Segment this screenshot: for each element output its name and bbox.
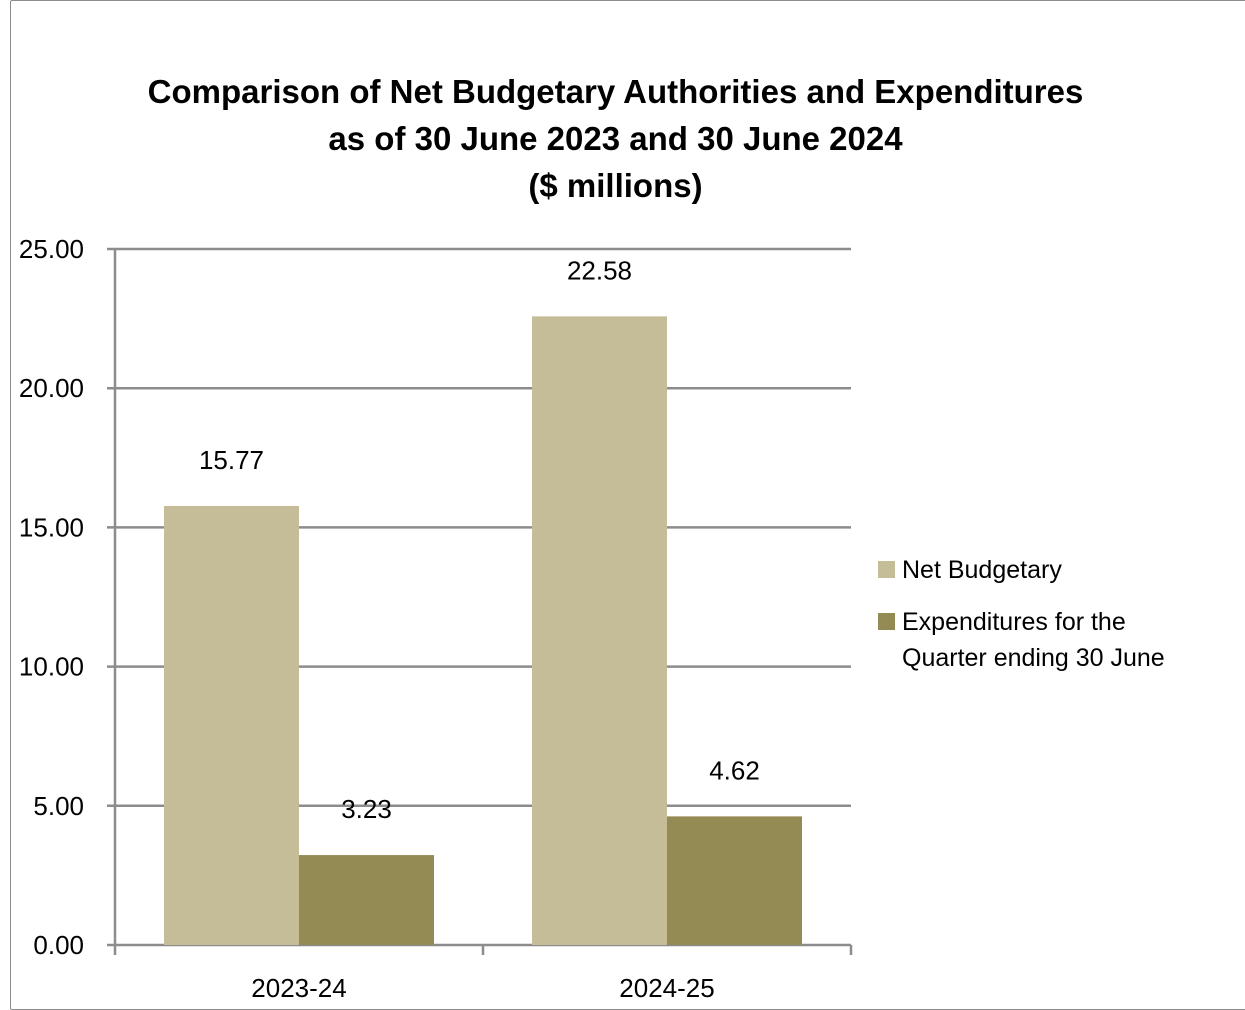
data-label-expenditures-2023-24: 3.23: [341, 794, 392, 824]
legend-item-net-budgetary: Net Budgetary: [878, 552, 1165, 588]
x-axis: 2023-24 2024-25: [113, 945, 853, 1003]
y-tick-label: 25.00: [19, 234, 84, 264]
bar-net-budgetary-2024-25: [532, 316, 667, 945]
y-tick-label: 10.00: [19, 652, 84, 682]
chart-title-line-2: as of 30 June 2023 and 30 June 2024: [328, 120, 903, 157]
legend-label-expenditures-line-1: Expenditures for the: [902, 608, 1126, 636]
legend-label-expenditures-line-2: Quarter ending 30 June: [902, 644, 1165, 672]
y-tick-label: 15.00: [19, 512, 84, 542]
y-axis-ticks: 0.00 5.00 10.00 15.00 20.00 25.00: [19, 234, 84, 960]
data-label-net-budgetary-2023-24: 15.77: [199, 445, 264, 475]
bar-expenditures-2023-24: [299, 855, 434, 945]
chart-title-line-1: Comparison of Net Budgetary Authorities …: [147, 73, 1084, 110]
bar-expenditures-2024-25: [667, 816, 802, 945]
y-tick-label: 20.00: [19, 373, 84, 403]
chart-title-line-3: ($ millions): [528, 167, 703, 204]
x-tick-label: 2024-25: [619, 973, 714, 1003]
legend-swatch-net-budgetary: [878, 561, 895, 578]
legend: Net Budgetary Expenditures for the Quart…: [878, 552, 1165, 692]
data-label-net-budgetary-2024-25: 22.58: [567, 255, 632, 285]
y-tick-label: 5.00: [33, 791, 84, 821]
data-label-expenditures-2024-25: 4.62: [709, 755, 760, 785]
y-tick-label: 0.00: [33, 930, 84, 960]
bar-net-budgetary-2023-24: [164, 505, 299, 945]
bars: [164, 316, 802, 945]
legend-item-expenditures: Expenditures for the Quarter ending 30 J…: [878, 604, 1165, 676]
data-labels: 15.77 3.23 22.58 4.62: [199, 255, 760, 824]
x-tick-label: 2023-24: [251, 973, 346, 1003]
legend-label-net-budgetary: Net Budgetary: [902, 556, 1062, 584]
legend-swatch-expenditures: [878, 613, 895, 630]
chart-title: Comparison of Net Budgetary Authorities …: [0, 68, 1231, 209]
